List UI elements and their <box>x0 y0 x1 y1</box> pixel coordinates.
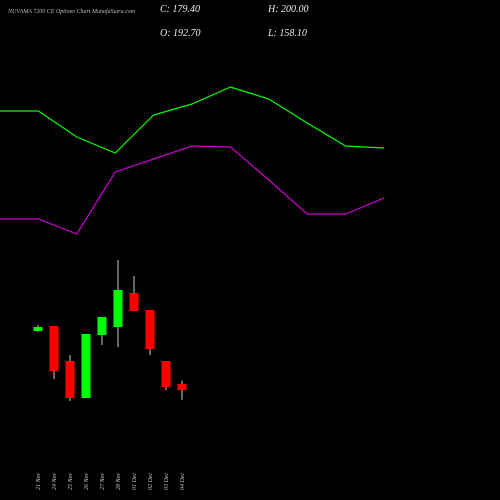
candle-body <box>161 361 171 387</box>
x-tick-label: 03 Dec <box>164 473 170 490</box>
candle-body <box>145 310 155 349</box>
candle-body <box>129 293 139 311</box>
candle-body <box>81 334 91 398</box>
chart-title: NUVAMA 7200 CE Options Chart MunafaSutra… <box>7 8 136 15</box>
x-tick-label: 25 Nov <box>68 472 74 490</box>
candle-body <box>177 384 187 391</box>
candle-body <box>33 327 43 331</box>
x-tick-label: 26 Nov <box>84 472 90 490</box>
close-label: C: 179.40 <box>160 4 200 15</box>
x-tick-label: 02 Dec <box>148 473 154 490</box>
open-label: O: 192.70 <box>160 28 201 39</box>
candle-body <box>113 290 123 327</box>
indicator-line <box>0 86 385 154</box>
indicator-line <box>0 145 385 235</box>
x-tick-label: 04 Dec <box>179 473 186 490</box>
candle-body <box>49 326 59 371</box>
candle-body <box>97 317 107 335</box>
candle-body <box>65 361 75 398</box>
x-tick-label: 27 Nov <box>100 472 106 490</box>
x-tick-label: 28 Nov <box>116 472 122 490</box>
x-tick-label: 21 Nov <box>36 472 42 490</box>
x-tick-label: 01 Dec <box>132 473 138 490</box>
high-label: H: 200.00 <box>267 4 309 15</box>
low-label: L: 158.10 <box>267 28 307 39</box>
x-tick-label: 24 Nov <box>51 472 58 490</box>
